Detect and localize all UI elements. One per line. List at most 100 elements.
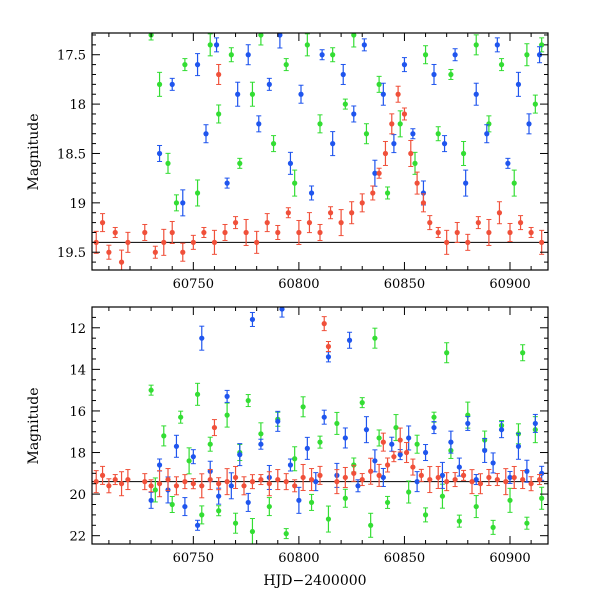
data-point <box>441 141 448 147</box>
data-point <box>384 462 391 468</box>
data-point <box>190 239 196 245</box>
data-point <box>317 472 323 478</box>
data-point <box>232 520 239 526</box>
data-point <box>414 441 420 447</box>
data-point <box>465 239 471 245</box>
data-point <box>393 424 399 431</box>
data-point <box>201 229 207 236</box>
data-point <box>199 512 205 518</box>
data-point <box>304 42 310 48</box>
data-point <box>256 121 262 127</box>
data-point <box>511 474 517 481</box>
data-point <box>490 460 496 466</box>
data-point <box>475 220 481 226</box>
data-point <box>539 239 545 245</box>
data-point <box>351 111 357 117</box>
data-point <box>473 91 479 97</box>
y-tick-label: 18 <box>69 447 86 462</box>
data-point <box>199 335 205 341</box>
x-tick-label: 60800 <box>278 551 319 566</box>
data-point <box>524 52 530 58</box>
data-point <box>431 424 437 431</box>
data-point <box>342 101 348 107</box>
data-point <box>224 412 230 418</box>
data-point <box>477 481 484 487</box>
data-point <box>194 62 201 68</box>
data-point <box>99 220 106 226</box>
data-point <box>465 420 471 427</box>
data-point <box>397 452 403 458</box>
data-point <box>190 481 196 487</box>
data-point <box>444 479 450 485</box>
data-point <box>361 42 367 48</box>
data-point <box>178 414 184 420</box>
data-point <box>275 418 281 424</box>
data-point <box>292 180 298 186</box>
data-point <box>456 464 462 470</box>
data-point <box>194 391 201 397</box>
data-point <box>382 150 389 157</box>
data-point <box>391 454 397 460</box>
data-point <box>368 522 374 528</box>
data-point <box>435 229 441 236</box>
data-point <box>313 479 319 485</box>
x-tick-label: 60850 <box>384 277 425 292</box>
data-point <box>148 497 154 503</box>
data-point <box>496 210 503 216</box>
data-point <box>125 239 131 245</box>
data-point <box>351 470 357 476</box>
data-point <box>494 476 500 483</box>
data-point <box>264 220 270 226</box>
y-tick-label: 14 <box>69 363 86 378</box>
data-point <box>494 42 500 48</box>
data-point <box>511 180 517 186</box>
data-point <box>325 354 332 360</box>
data-point <box>448 439 454 445</box>
data-point <box>406 435 412 441</box>
data-point <box>148 387 154 393</box>
data-point <box>237 452 243 458</box>
data-point <box>498 427 505 433</box>
data-point <box>422 512 429 518</box>
series-1 <box>156 33 543 217</box>
data-point <box>152 249 158 255</box>
series-2 <box>93 63 545 270</box>
data-point <box>460 472 467 478</box>
data-point <box>486 474 492 481</box>
data-point <box>165 160 171 166</box>
data-point <box>232 474 239 481</box>
data-point <box>169 229 175 236</box>
data-point <box>283 531 289 537</box>
data-point <box>287 160 294 166</box>
data-point <box>156 462 163 468</box>
data-point <box>397 121 403 127</box>
data-point <box>363 427 370 433</box>
data-point <box>245 499 251 506</box>
data-point <box>285 210 291 216</box>
data-point <box>520 350 526 356</box>
data-point <box>528 229 534 236</box>
data-point <box>237 160 243 166</box>
y-tick-label: 18 <box>69 98 86 113</box>
y-tick-label: 18.5 <box>57 147 86 162</box>
data-point <box>342 435 348 441</box>
data-point <box>211 239 218 245</box>
data-point <box>384 499 391 506</box>
data-point <box>118 481 125 487</box>
data-point <box>340 71 346 78</box>
data-point <box>412 160 418 166</box>
data-point <box>321 414 327 420</box>
data-point <box>258 33 264 38</box>
data-point <box>292 483 298 489</box>
data-point <box>258 441 264 447</box>
x-tick-label: 60800 <box>278 277 319 292</box>
data-point <box>277 33 283 38</box>
data-point <box>279 307 285 312</box>
data-point <box>454 229 460 236</box>
data-point <box>106 483 112 489</box>
data-point <box>528 481 534 487</box>
data-point <box>275 229 281 236</box>
data-point <box>142 229 148 236</box>
data-point <box>190 454 196 460</box>
top-panel: 60750 60800 60850 60900 17.5 18 18.5 19 19.5 <box>57 32 549 292</box>
